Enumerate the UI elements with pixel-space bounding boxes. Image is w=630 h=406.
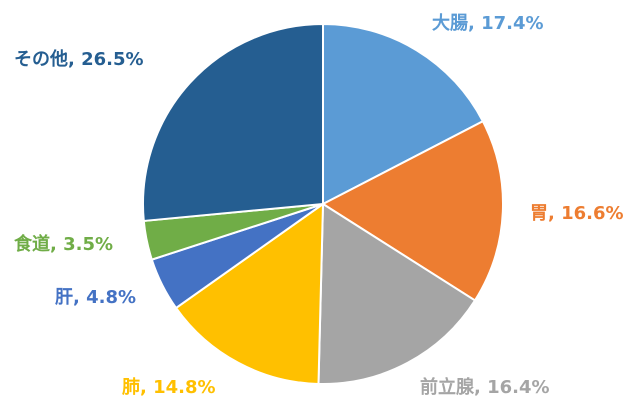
data-label: 肺, 14.8% bbox=[122, 377, 216, 398]
value-label: , 16.4% bbox=[474, 377, 550, 398]
value-label: , 26.5% bbox=[68, 49, 144, 70]
category-label: 食道 bbox=[13, 233, 50, 255]
category-label: その他 bbox=[14, 48, 68, 70]
data-label: 前立腺, 16.4% bbox=[420, 376, 550, 398]
data-label: 胃, 16.6% bbox=[530, 203, 624, 224]
pie-slice bbox=[142, 22, 324, 223]
value-label: , 4.8% bbox=[73, 287, 136, 308]
data-label: 食道, 3.5% bbox=[13, 233, 113, 255]
category-label: 胃 bbox=[530, 203, 548, 224]
pie-slice bbox=[320, 119, 504, 302]
value-label: , 14.8% bbox=[140, 377, 216, 398]
category-label: 肝 bbox=[55, 287, 73, 308]
pie-slice bbox=[322, 22, 485, 206]
pie-slice bbox=[174, 202, 325, 385]
data-label: 肝, 4.8% bbox=[55, 287, 136, 308]
data-label: 大腸, 17.4% bbox=[432, 12, 544, 34]
category-label: 肺 bbox=[122, 377, 140, 398]
value-label: , 17.4% bbox=[468, 13, 544, 34]
pie-slice bbox=[317, 202, 477, 385]
value-label: , 3.5% bbox=[50, 234, 113, 255]
value-label: , 16.6% bbox=[548, 203, 624, 224]
category-label: 前立腺 bbox=[420, 376, 475, 398]
data-label: その他, 26.5% bbox=[14, 48, 144, 70]
category-label: 大腸 bbox=[432, 12, 468, 34]
